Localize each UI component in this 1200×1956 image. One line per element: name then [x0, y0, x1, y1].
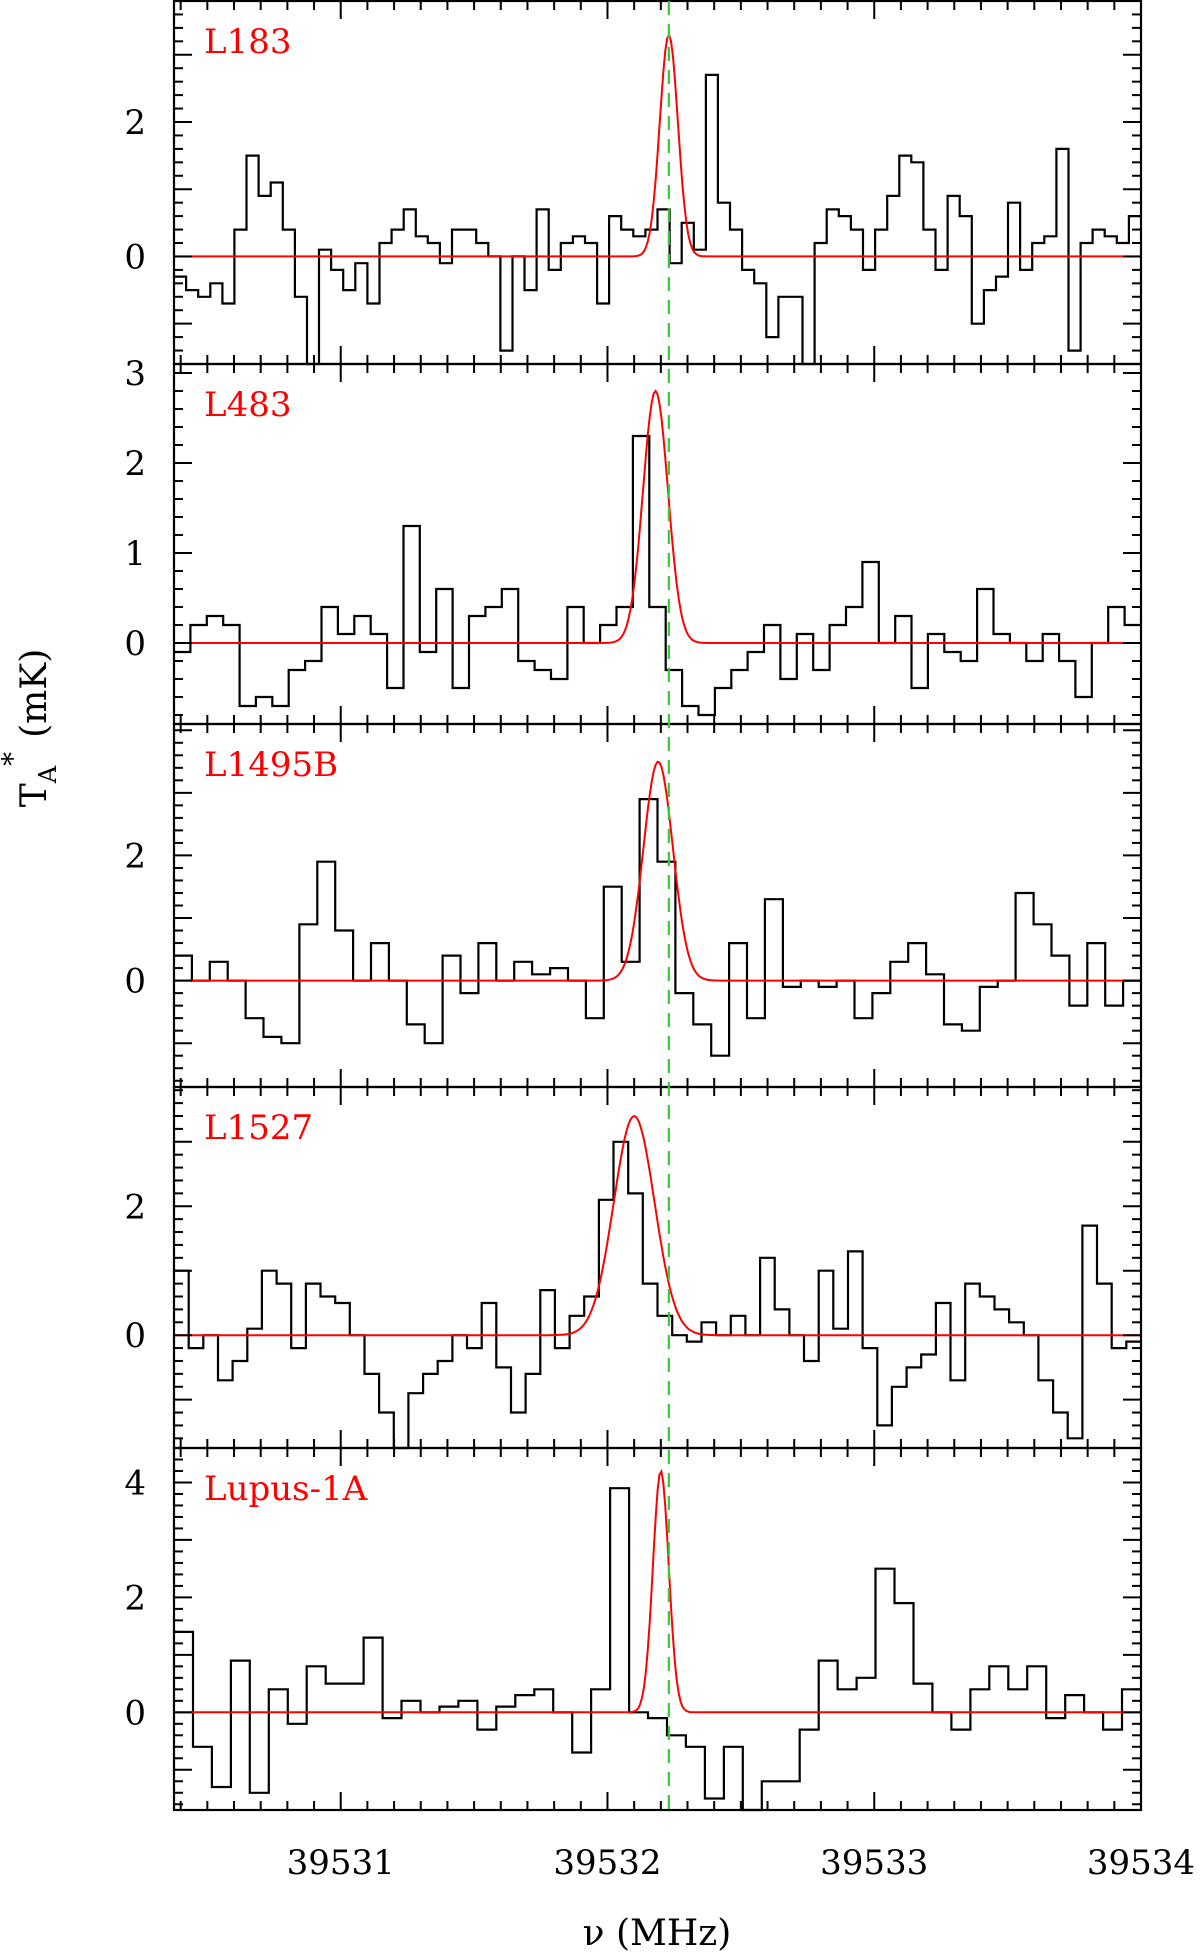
panel-4: 0 2 4 Lupus-1A: [124, 1446, 1143, 1812]
y-tick-label: 0: [124, 1316, 146, 1356]
fit-curve: [174, 760, 1141, 982]
panel-frame: [172, 1446, 1143, 1812]
fit-curve: [174, 1468, 1141, 1714]
x-axis: 39531 39532 39533 39534: [287, 1843, 1195, 1883]
y-tick-label: 0: [124, 962, 146, 1002]
spectrum-line: [174, 798, 1141, 1057]
y-axis-title-sub: A: [34, 765, 62, 784]
y-tick-label: 2: [124, 1187, 146, 1227]
spectrum-line: [174, 434, 1141, 717]
x-tick-label: 39531: [287, 1843, 395, 1883]
panel-1: 0 1 2 3 L483: [124, 354, 1143, 726]
spectrum-line: [174, 1140, 1141, 1450]
spectrum-line: [174, 73, 1141, 366]
fit-curve: [174, 32, 1141, 258]
x-tick-label: 39534: [1087, 1843, 1195, 1883]
y-axis-title-sup: *: [0, 752, 29, 766]
panel-frame: [172, 362, 1143, 726]
fit-curve: [174, 1114, 1141, 1337]
panel-label: L183: [204, 22, 291, 62]
y-tick-label: 3: [124, 354, 146, 394]
spectrum-line: [174, 1487, 1141, 1812]
y-tick-label: 2: [124, 103, 146, 143]
panel-label: L1495B: [204, 745, 338, 785]
y-tick-label: 0: [124, 1693, 146, 1733]
y-tick-label: 2: [124, 836, 146, 876]
y-tick-label: 4: [124, 1463, 146, 1503]
panels-group: 0 2 L183 0 1 2 3 L483 0 2 L1495B 0 2 L1527 0 2 4 Lupus-1A: [124, 0, 1143, 1812]
y-axis-title: TA * (mK): [0, 649, 62, 807]
panel-0: 0 2 L183: [124, 0, 1143, 366]
panel-label: L483: [204, 385, 291, 425]
x-axis-title: ν (MHz): [583, 1913, 732, 1954]
x-tick-label: 39532: [553, 1843, 661, 1883]
panel-2: 0 2 L1495B: [124, 722, 1143, 1089]
panel-label: L1527: [204, 1108, 313, 1148]
y-tick-label: 0: [124, 237, 146, 277]
y-tick-label: 1: [124, 534, 146, 574]
fit-curve: [174, 389, 1141, 644]
panel-frame: [172, 1085, 1143, 1450]
panel-3: 0 2 L1527: [124, 1085, 1143, 1450]
panel-label: Lupus-1A: [204, 1469, 368, 1509]
x-tick-label: 39533: [820, 1843, 928, 1883]
y-axis-title-unit: (mK): [14, 649, 55, 738]
y-tick-label: 2: [124, 1578, 146, 1618]
y-tick-label: 2: [124, 444, 146, 484]
y-tick-label: 0: [124, 624, 146, 664]
y-axis-title-main: T: [14, 783, 55, 807]
